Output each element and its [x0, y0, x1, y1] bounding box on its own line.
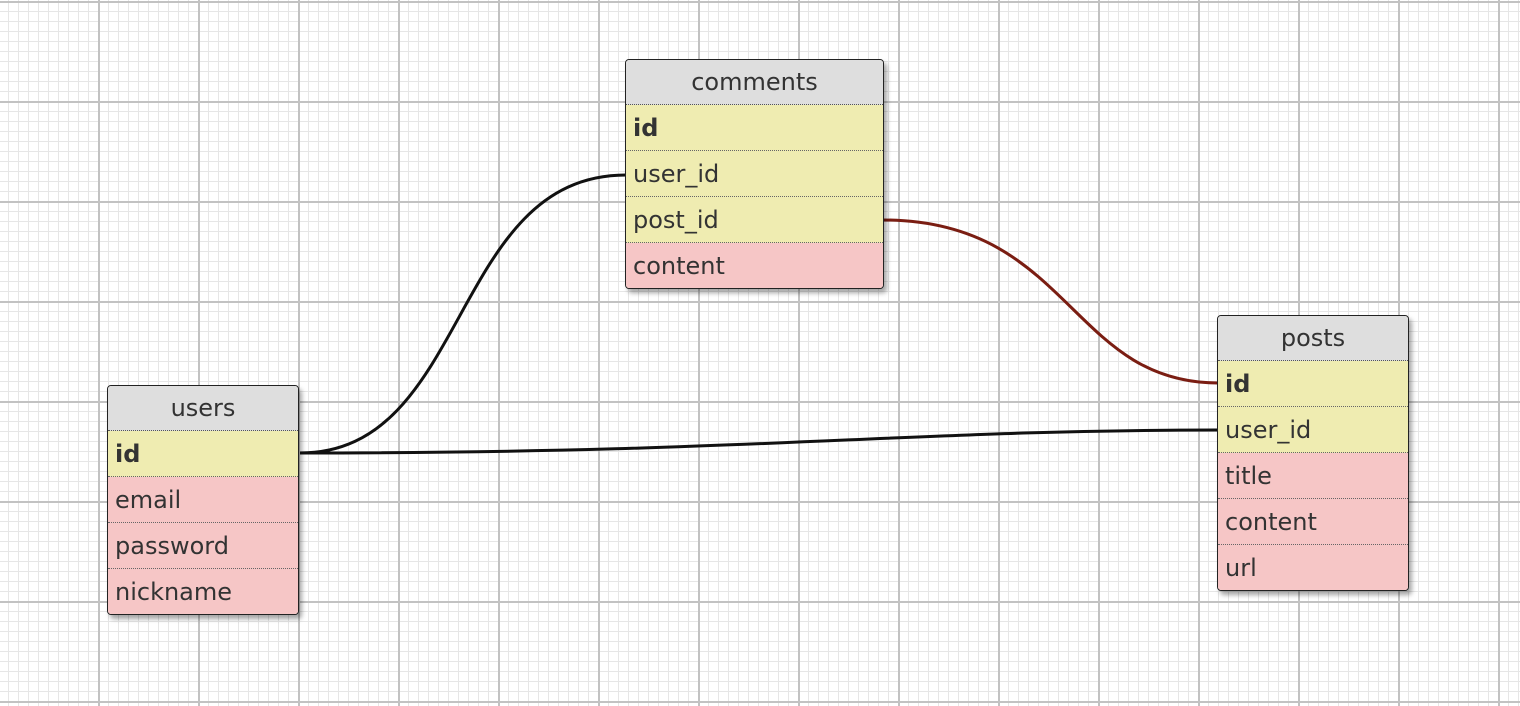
table-users-title[interactable]: users — [108, 386, 298, 431]
table-users-field-password[interactable]: password — [108, 523, 298, 569]
table-posts-field-id[interactable]: id — [1218, 361, 1408, 407]
table-comments-field-user-id[interactable]: user_id — [626, 151, 883, 197]
table-comments-field-content[interactable]: content — [626, 243, 883, 288]
table-posts-field-url[interactable]: url — [1218, 545, 1408, 590]
table-users[interactable]: users id email password nickname — [107, 385, 299, 615]
table-users-field-id[interactable]: id — [108, 431, 298, 477]
table-comments-title[interactable]: comments — [626, 60, 883, 105]
table-posts-title[interactable]: posts — [1218, 316, 1408, 361]
table-posts-field-user-id[interactable]: user_id — [1218, 407, 1408, 453]
table-users-field-email[interactable]: email — [108, 477, 298, 523]
table-posts-field-title[interactable]: title — [1218, 453, 1408, 499]
table-posts-field-content[interactable]: content — [1218, 499, 1408, 545]
table-comments-field-post-id[interactable]: post_id — [626, 197, 883, 243]
table-comments-field-id[interactable]: id — [626, 105, 883, 151]
table-comments[interactable]: comments id user_id post_id content — [625, 59, 884, 289]
relation-users-id-to-posts-user-id[interactable] — [299, 428, 1219, 455]
table-users-field-nickname[interactable]: nickname — [108, 569, 298, 614]
relation-posts-id-to-comments-post-id[interactable] — [882, 218, 1219, 385]
table-posts[interactable]: posts id user_id title content url — [1217, 315, 1409, 591]
relation-users-id-to-comments-user-id[interactable] — [299, 173, 627, 455]
